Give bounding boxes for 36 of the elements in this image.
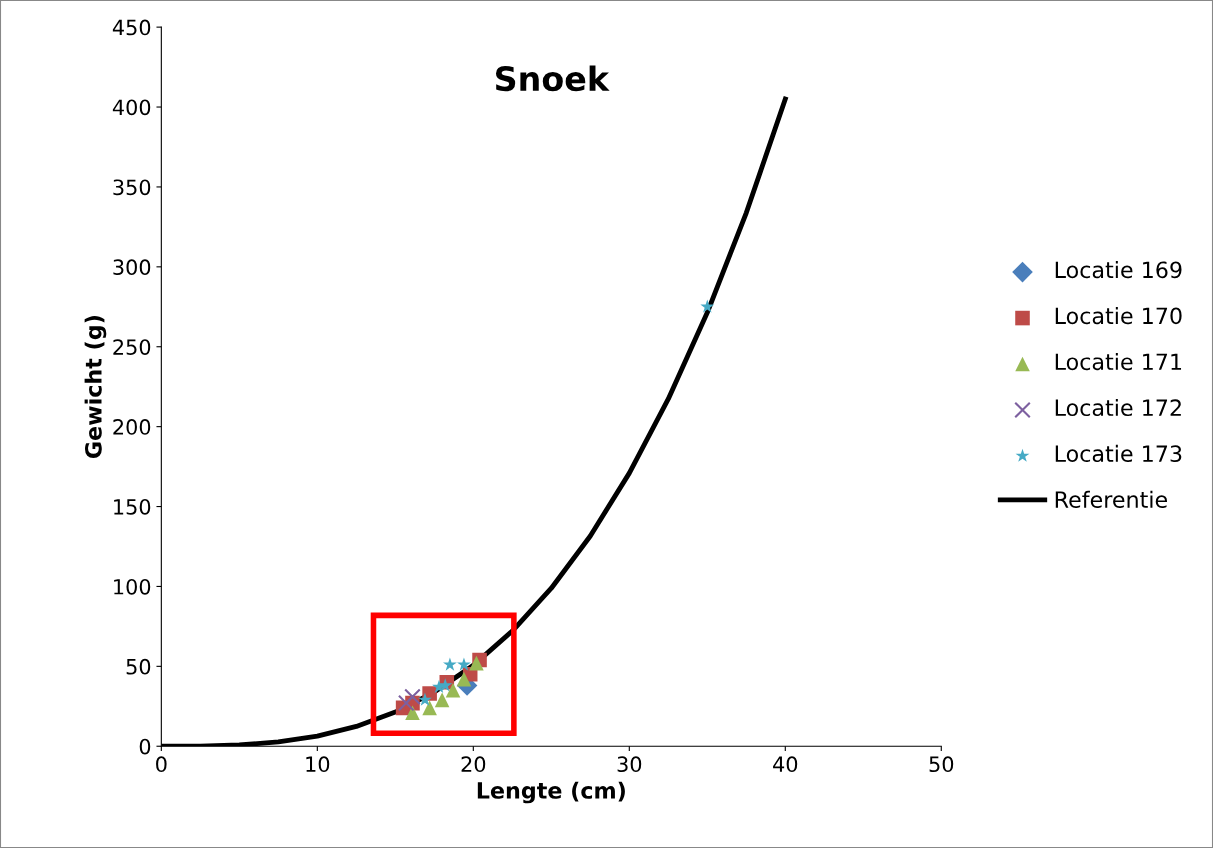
y-tick-label: 200 <box>113 419 151 435</box>
point <box>456 671 472 687</box>
point <box>404 688 421 706</box>
y-tick-label: 450 <box>112 19 151 36</box>
point <box>445 683 461 698</box>
legend-label: Locatie 172 <box>1055 398 1181 417</box>
y-tick-label: 150 <box>114 498 151 515</box>
point <box>405 705 420 720</box>
legend-label: Referentie <box>1055 490 1167 509</box>
y-tick-label: 50 <box>126 658 151 675</box>
y-tick-label: 100 <box>114 578 151 595</box>
legend-label: Locatie 173 <box>1055 444 1182 463</box>
legend-label: Locatie 170 <box>1055 307 1182 325</box>
y-tick-label: 300 <box>113 259 151 276</box>
legend-label: Locatie 171 <box>1055 352 1182 371</box>
point <box>418 692 432 706</box>
point <box>442 657 457 671</box>
point <box>397 694 415 712</box>
point <box>422 700 437 716</box>
x-tick-label: 40 <box>773 756 798 773</box>
point <box>700 299 715 313</box>
x-tick-label: 20 <box>461 756 486 773</box>
x-tick-label: 10 <box>306 756 330 773</box>
y-axis-title: Gewicht (g) <box>84 316 107 459</box>
text: Snoek <box>495 65 610 92</box>
y-tick-label: 0 <box>139 738 151 755</box>
x-axis-title: Lengte (cm) <box>477 781 625 804</box>
x-tick-label: 50 <box>929 756 954 773</box>
y-tick-label: 350 <box>113 179 151 196</box>
y-tick-label: 250 <box>113 339 151 355</box>
point <box>434 692 450 708</box>
y-tick-label: 400 <box>112 99 151 116</box>
point <box>457 657 471 671</box>
x-tick-label: 30 <box>617 756 642 773</box>
legend-label: Locatie 169 <box>1055 261 1182 279</box>
x-tick-label: 0 <box>156 756 167 773</box>
